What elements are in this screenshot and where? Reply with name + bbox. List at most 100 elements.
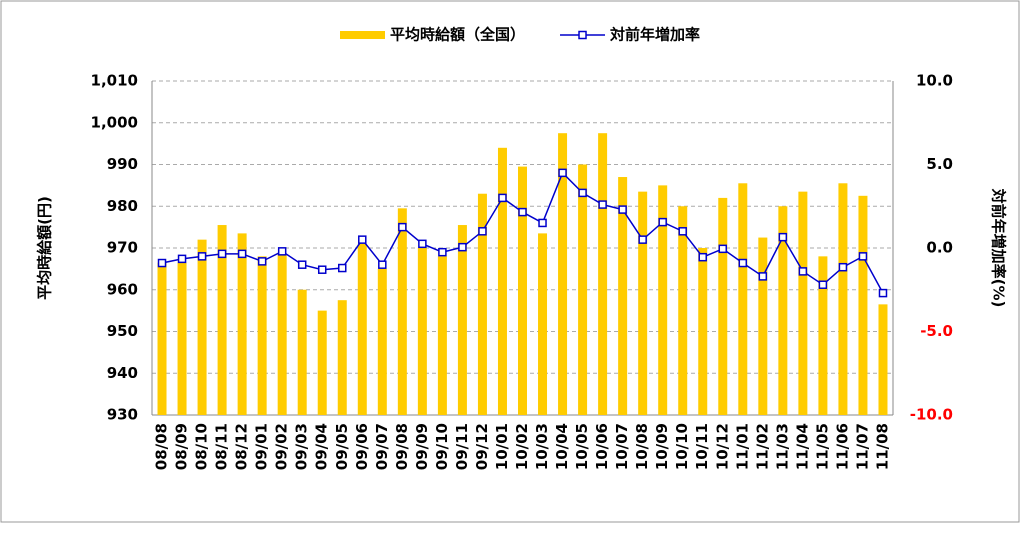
- bar: [818, 256, 828, 415]
- marker: [237, 249, 247, 259]
- bar: [718, 197, 728, 415]
- x-tick-label: 10/03: [533, 423, 551, 470]
- bar: [457, 225, 467, 415]
- x-tick-label: 09/01: [253, 423, 271, 470]
- marker: [718, 244, 728, 254]
- marker: [478, 227, 487, 236]
- bar: [858, 195, 868, 415]
- marker: [498, 193, 507, 203]
- y-tick-label: 940: [107, 364, 138, 382]
- x-tick-label: 11/07: [853, 423, 871, 470]
- marker: [398, 222, 407, 232]
- x-tick-label: 11/03: [773, 423, 791, 470]
- bar: [277, 254, 287, 415]
- marker: [858, 252, 868, 261]
- bar: [778, 206, 788, 415]
- x-tick-label: 10/04: [553, 423, 571, 470]
- x-tick-label: 10/05: [573, 423, 591, 470]
- marker: [878, 288, 888, 298]
- marker: [518, 207, 527, 217]
- bar: [758, 237, 768, 415]
- bar: [357, 243, 367, 415]
- x-tick-label: 10/08: [633, 423, 651, 470]
- bar: [497, 147, 507, 416]
- y2-tick-label: -10.0: [910, 406, 953, 424]
- x-tick-label: 10/09: [653, 423, 671, 470]
- legend-swatch: [578, 30, 587, 40]
- x-tick-label: 09/05: [333, 423, 351, 470]
- x-tick-label: 08/11: [213, 423, 231, 470]
- x-tick-label: 09/06: [353, 423, 371, 470]
- marker: [678, 227, 687, 236]
- marker: [438, 247, 447, 257]
- marker: [798, 267, 808, 276]
- y-tick-label: 950: [107, 322, 138, 340]
- marker: [578, 188, 587, 198]
- bar: [798, 191, 808, 415]
- legend-label: 対前年増加率: [609, 26, 700, 44]
- bar: [538, 233, 548, 415]
- bar: [197, 239, 207, 415]
- y-tick-label: 1,010: [91, 72, 138, 90]
- x-tick-label: 10/10: [673, 423, 691, 470]
- x-tick-label: 08/10: [193, 423, 211, 470]
- bar: [297, 289, 307, 415]
- x-tick-label: 09/11: [453, 423, 471, 470]
- marker: [358, 235, 367, 244]
- marker: [378, 260, 387, 269]
- bar: [618, 177, 628, 415]
- x-tick-label: 09/12: [473, 423, 491, 470]
- y-tick-label: 980: [107, 197, 138, 215]
- bar: [678, 206, 688, 415]
- x-tick-label: 08/12: [233, 423, 251, 470]
- bar: [437, 256, 447, 415]
- bar: [878, 304, 888, 415]
- marker: [658, 217, 667, 227]
- y2-axis-title: 対前年増加率(%): [990, 188, 1008, 308]
- y-tick-label: 990: [107, 155, 138, 173]
- marker: [257, 257, 267, 266]
- x-tick-label: 11/04: [793, 423, 811, 470]
- marker: [618, 205, 627, 214]
- legend-label: 平均時給額（全国）: [390, 26, 525, 44]
- bar: [518, 166, 527, 415]
- x-tick-label: 10/06: [593, 423, 611, 470]
- bar: [177, 262, 187, 415]
- marker: [738, 258, 748, 268]
- x-tick-label: 09/10: [433, 423, 451, 470]
- bar: [658, 185, 668, 415]
- marker: [698, 252, 707, 262]
- x-tick-label: 10/07: [613, 423, 631, 470]
- x-tick-label: 09/07: [373, 423, 391, 470]
- x-tick-label: 08/08: [153, 423, 171, 470]
- x-tick-label: 11/02: [753, 423, 771, 470]
- bar: [578, 164, 588, 415]
- x-tick-label: 09/08: [393, 423, 411, 470]
- y2-tick-label: 10.0: [916, 72, 953, 90]
- x-tick-label: 11/06: [833, 423, 851, 470]
- marker: [638, 235, 647, 244]
- bar: [397, 208, 407, 415]
- x-tick-label: 09/02: [273, 423, 291, 470]
- x-tick-label: 10/02: [513, 423, 531, 470]
- x-tick-label: 10/12: [713, 423, 731, 470]
- x-tick-label: 08/09: [173, 423, 191, 470]
- x-tick-label: 09/09: [413, 423, 431, 470]
- bar: [237, 233, 247, 415]
- bar: [598, 133, 608, 415]
- marker: [157, 258, 167, 268]
- bar: [217, 225, 227, 415]
- x-tick-label: 11/05: [813, 423, 831, 470]
- y-tick-label: 1,000: [91, 113, 138, 131]
- y-axis-title: 平均時給額(円): [36, 196, 54, 300]
- x-tick-label: 11/08: [873, 423, 891, 470]
- bar: [477, 193, 487, 415]
- marker: [458, 242, 467, 252]
- y-tick-label: 930: [107, 406, 138, 424]
- marker: [538, 218, 547, 228]
- marker: [558, 168, 567, 178]
- marker: [758, 272, 768, 281]
- x-tick-label: 11/01: [733, 423, 751, 470]
- x-tick-label: 10/11: [693, 423, 711, 470]
